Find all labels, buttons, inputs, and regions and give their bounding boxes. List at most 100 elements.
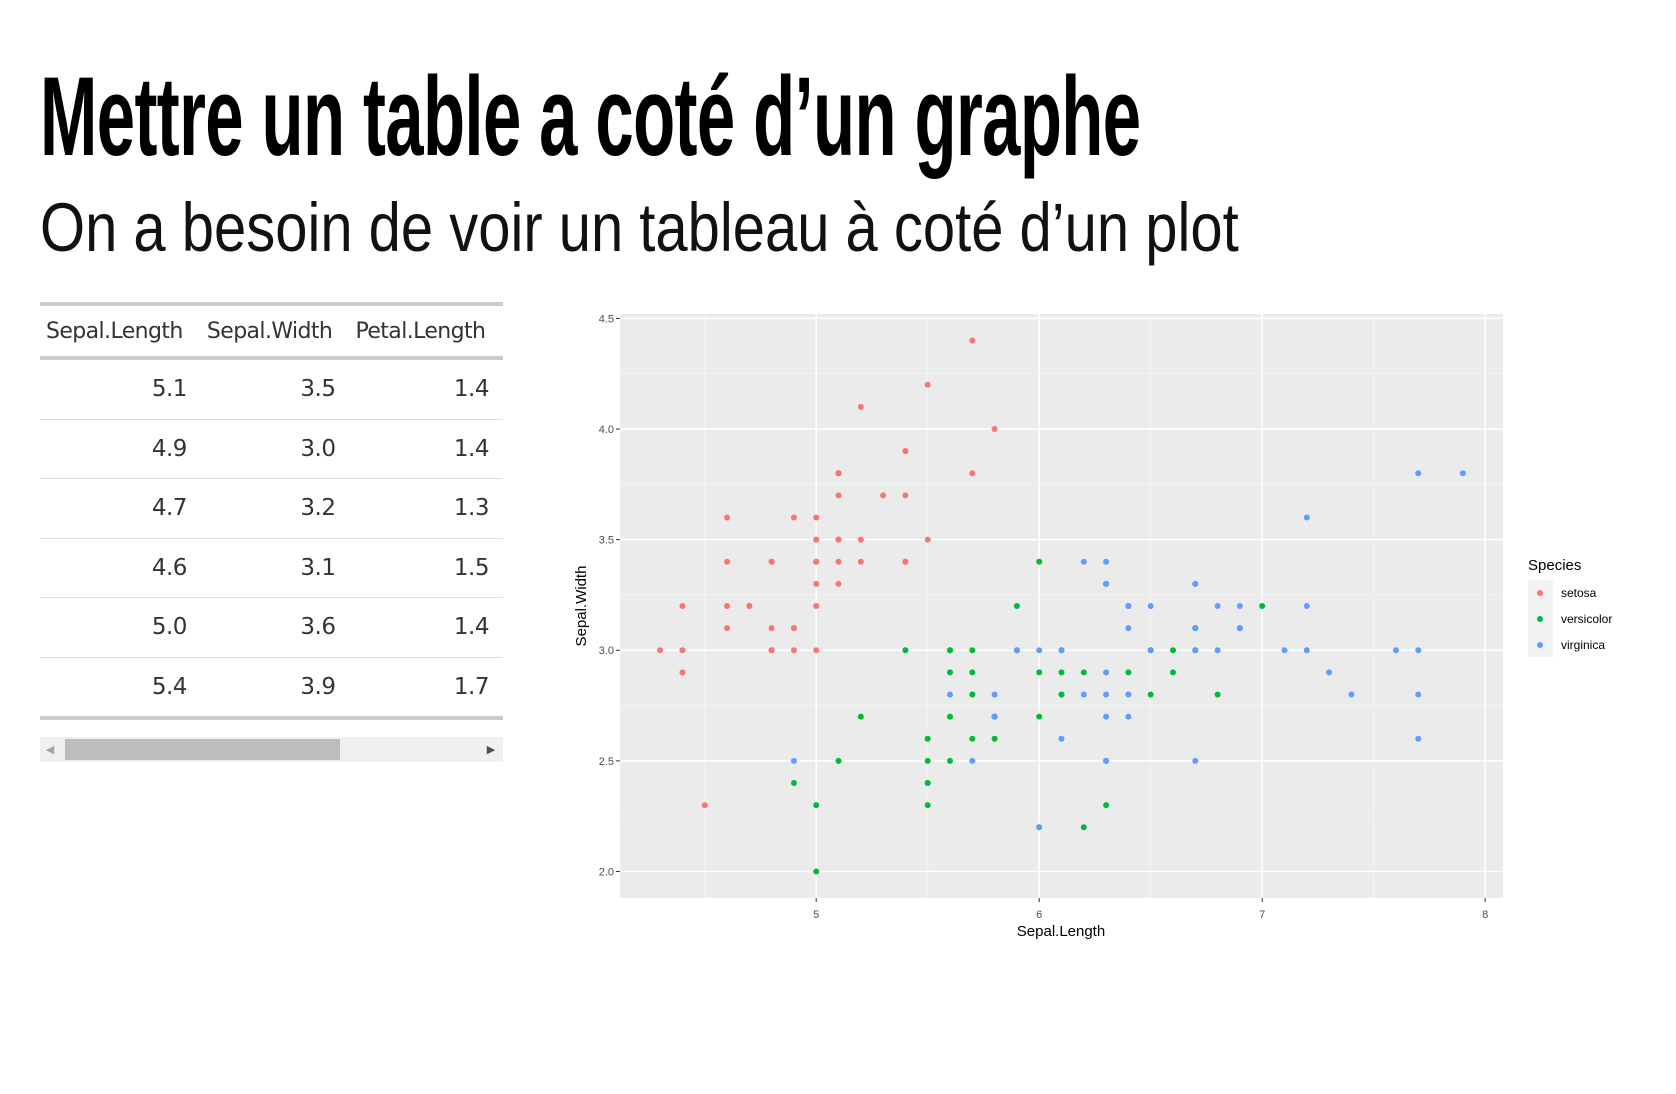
table-row: 5.4 3.9 1.7 xyxy=(40,656,503,718)
data-point-virginica xyxy=(1147,647,1154,654)
data-point-setosa xyxy=(679,647,686,654)
data-point-setosa xyxy=(768,625,775,632)
legend-key-setosa xyxy=(1537,590,1543,596)
data-point-setosa xyxy=(790,625,797,632)
data-point-versicolor xyxy=(924,757,931,764)
data-point-virginica xyxy=(1303,514,1310,521)
legend-label-setosa: setosa xyxy=(1561,586,1597,600)
table-cell: 1.4 xyxy=(349,418,503,479)
data-point-setosa xyxy=(857,403,864,410)
scatter-plot: 5 6 7 8 2.0 2.5 3.0 3.5 4.0 4.5 Sepal.Length Sepa… xyxy=(573,313,1612,940)
data-point-versicolor xyxy=(924,735,931,742)
data-point-setosa xyxy=(768,647,775,654)
data-point-versicolor xyxy=(1259,603,1266,609)
data-point-versicolor xyxy=(857,713,864,720)
legend-key-virginica xyxy=(1537,642,1543,648)
data-point-virginica xyxy=(1214,647,1221,654)
legend-label-versicolor: versicolor xyxy=(1561,612,1612,626)
data-point-versicolor xyxy=(947,647,954,654)
data-point-virginica xyxy=(991,691,998,698)
data-point-virginica xyxy=(991,713,998,720)
table-cell: 3.5 xyxy=(200,357,350,419)
data-point-setosa xyxy=(835,536,842,543)
table-cell: 1.4 xyxy=(349,357,503,419)
data-point-versicolor xyxy=(790,779,797,786)
data-point-virginica xyxy=(1392,647,1399,654)
table-row: 5.0 3.6 1.4 xyxy=(40,597,503,657)
data-point-virginica xyxy=(1326,669,1333,676)
data-point-setosa xyxy=(857,558,864,565)
table-cell: 1.7 xyxy=(349,656,503,718)
data-point-versicolor xyxy=(1125,669,1132,676)
data-point-versicolor xyxy=(813,802,820,809)
data-point-setosa xyxy=(724,558,731,565)
table-cell: 3.6 xyxy=(200,597,350,657)
y-tick-label: 3.5 xyxy=(599,535,614,547)
table-row: 5.1 3.5 1.4 xyxy=(40,357,503,419)
slide-title: Mettre un table a coté d’un graphe xyxy=(40,54,1141,179)
legend-key-versicolor xyxy=(1537,616,1543,622)
legend: Species setosa versicolor virginica xyxy=(1528,557,1612,657)
data-point-versicolor xyxy=(1169,669,1176,676)
data-point-setosa xyxy=(902,492,909,499)
data-point-setosa xyxy=(813,536,820,543)
data-point-virginica xyxy=(1125,691,1132,698)
data-point-virginica xyxy=(1125,713,1132,720)
data-point-virginica xyxy=(1192,580,1199,587)
data-point-setosa xyxy=(813,558,820,565)
y-axis-label: Sepal.Width xyxy=(573,566,590,647)
scrollbar-thumb[interactable] xyxy=(65,739,340,760)
data-point-setosa xyxy=(835,558,842,565)
data-point-virginica xyxy=(1080,691,1087,698)
data-point-setosa xyxy=(813,647,820,654)
legend-title: Species xyxy=(1528,557,1581,574)
table-cell: 1.4 xyxy=(349,597,503,657)
data-point-setosa xyxy=(746,603,753,609)
data-table-container: Sepal.Length Sepal.Width Petal.Length 5.… xyxy=(40,302,503,720)
table-cell: 3.9 xyxy=(200,656,350,718)
table-cell: 3.2 xyxy=(200,478,350,538)
data-point-virginica xyxy=(1103,691,1110,698)
data-point-setosa xyxy=(679,669,686,676)
x-tick-label: 6 xyxy=(1036,909,1042,921)
data-point-setosa xyxy=(813,580,820,587)
scroll-right-arrow-icon[interactable]: ▶ xyxy=(486,743,496,756)
data-point-virginica xyxy=(1415,691,1422,698)
data-point-virginica xyxy=(1415,647,1422,654)
horizontal-scrollbar[interactable]: ◀ ▶ xyxy=(40,737,503,762)
data-point-versicolor xyxy=(969,691,976,698)
data-point-versicolor xyxy=(1013,603,1020,609)
data-point-virginica xyxy=(1080,558,1087,565)
data-point-versicolor xyxy=(1080,824,1087,831)
data-point-versicolor xyxy=(1147,691,1154,698)
data-point-versicolor xyxy=(835,757,842,764)
table-cell: 5.0 xyxy=(40,597,201,657)
legend-label-virginica: virginica xyxy=(1561,638,1605,652)
data-point-setosa xyxy=(835,492,842,499)
data-point-virginica xyxy=(1103,580,1110,587)
table-cell: 3.0 xyxy=(200,418,350,479)
data-point-virginica xyxy=(1013,647,1020,654)
column-header: Sepal.Length xyxy=(46,318,183,344)
data-point-versicolor xyxy=(1036,713,1043,720)
data-point-virginica xyxy=(1103,558,1110,565)
table-row: 4.7 3.2 1.3 xyxy=(40,478,503,538)
data-point-virginica xyxy=(1125,625,1132,632)
data-point-versicolor xyxy=(969,669,976,676)
data-point-virginica xyxy=(1103,713,1110,720)
data-point-setosa xyxy=(835,470,842,477)
data-point-versicolor xyxy=(1036,669,1043,676)
data-point-setosa xyxy=(790,647,797,654)
data-point-virginica xyxy=(1281,647,1288,654)
y-tick-label: 2.5 xyxy=(599,756,614,768)
data-point-versicolor xyxy=(1036,558,1043,565)
scroll-left-arrow-icon[interactable]: ◀ xyxy=(45,743,55,756)
data-point-setosa xyxy=(969,337,976,344)
table-cell: 4.9 xyxy=(40,418,201,479)
data-point-virginica xyxy=(1303,603,1310,609)
data-point-setosa xyxy=(813,514,820,521)
data-point-versicolor xyxy=(991,735,998,742)
data-point-setosa xyxy=(991,426,998,433)
data-point-setosa xyxy=(701,802,708,809)
x-tick-label: 7 xyxy=(1259,909,1265,921)
